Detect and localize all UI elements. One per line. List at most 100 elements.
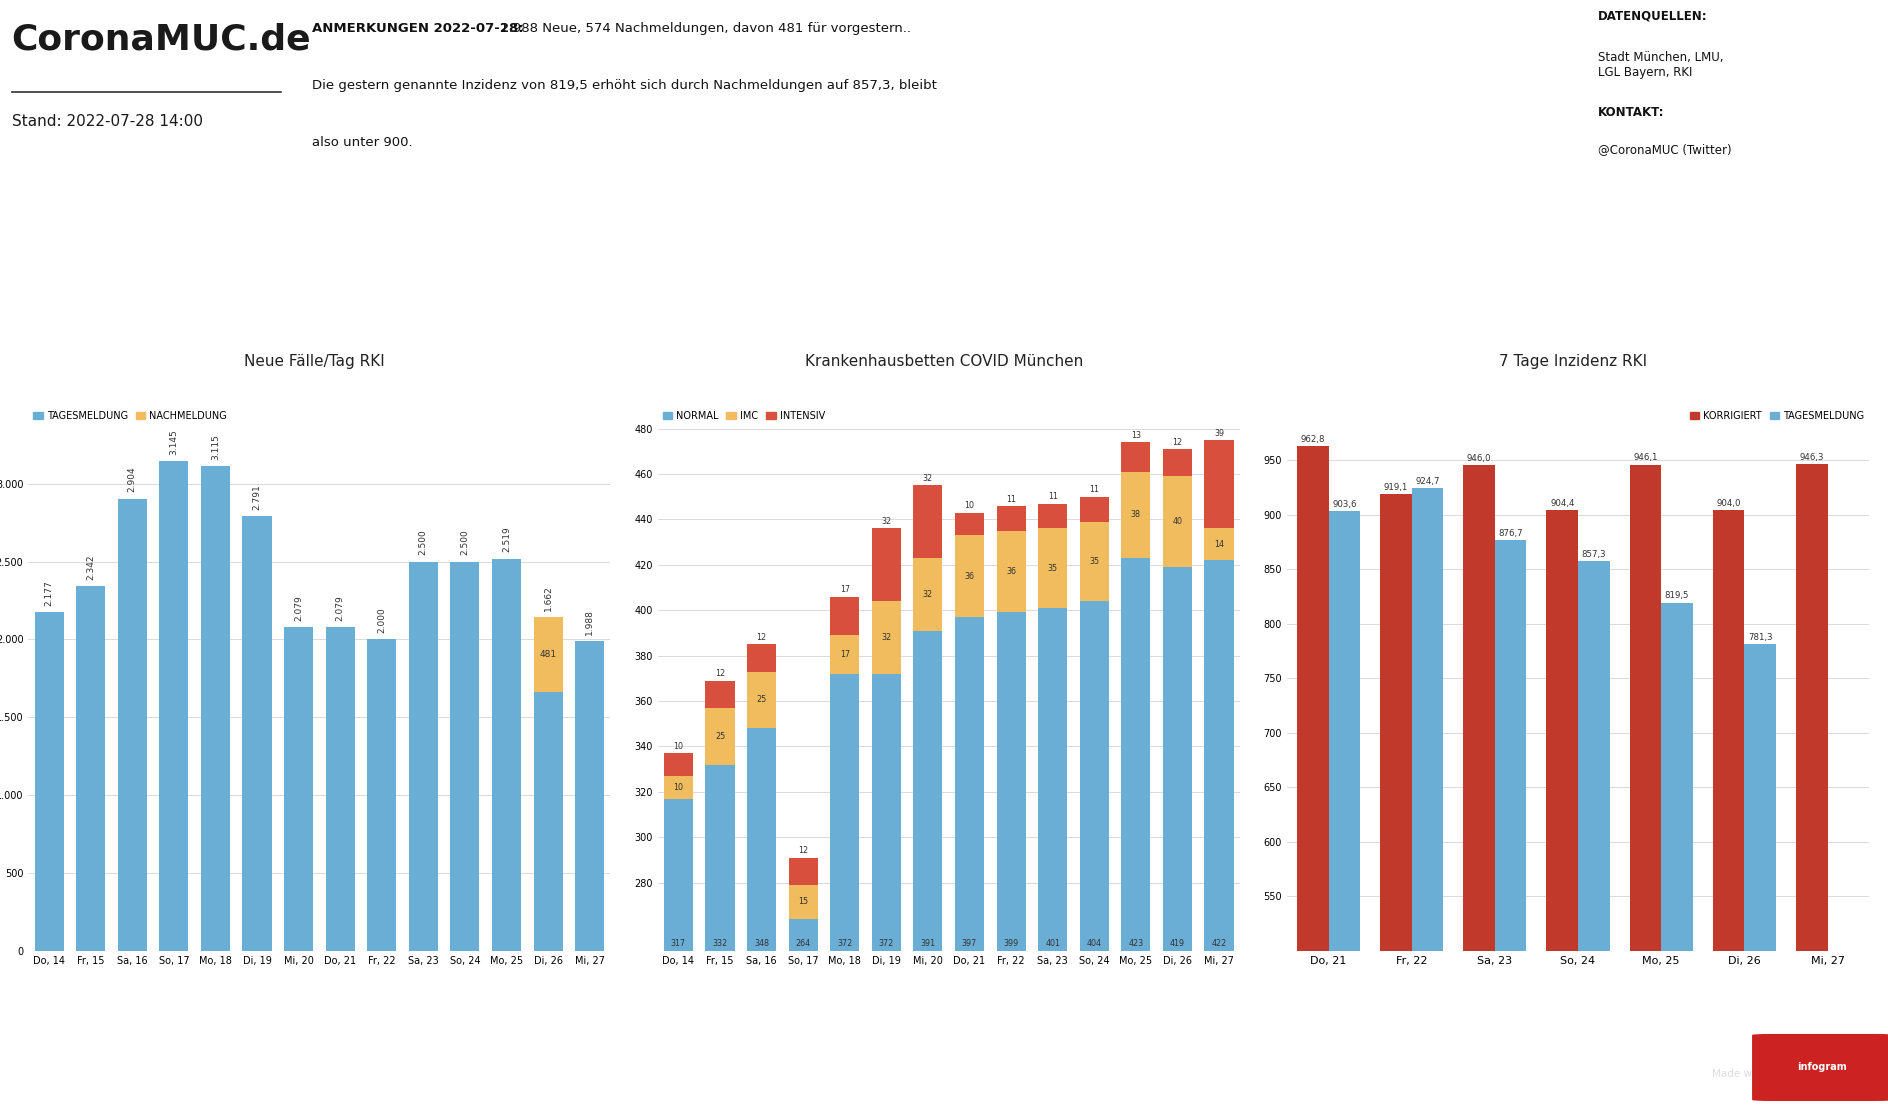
Bar bbox=[789, 885, 818, 919]
Bar bbox=[1038, 608, 1067, 1112]
Bar bbox=[34, 612, 64, 951]
Bar bbox=[451, 562, 480, 951]
Bar bbox=[1629, 465, 1661, 1112]
Legend: TAGESMELDUNG, NACHMELDUNG: TAGESMELDUNG, NACHMELDUNG bbox=[34, 410, 227, 420]
Text: 317: 317 bbox=[670, 940, 685, 949]
Text: 332: 332 bbox=[712, 940, 727, 949]
Text: 2.079: 2.079 bbox=[336, 595, 346, 620]
Bar bbox=[997, 613, 1025, 1112]
Text: Gesamt: 603.614: Gesamt: 603.614 bbox=[111, 305, 202, 315]
Text: 35: 35 bbox=[1048, 564, 1057, 573]
Text: 17: 17 bbox=[840, 585, 850, 594]
Text: 32: 32 bbox=[923, 589, 933, 599]
Text: 1.988: 1.988 bbox=[585, 609, 595, 635]
Bar bbox=[76, 586, 106, 951]
Text: Quelle: LMU: Quelle: LMU bbox=[1384, 305, 1448, 315]
Bar bbox=[1038, 528, 1067, 608]
Bar bbox=[706, 708, 734, 765]
Bar bbox=[831, 674, 859, 1112]
Text: 0,94: 0,94 bbox=[1378, 227, 1454, 256]
Bar bbox=[997, 530, 1025, 613]
Bar bbox=[1745, 644, 1777, 1112]
Text: 10: 10 bbox=[674, 742, 683, 751]
Text: 25: 25 bbox=[757, 695, 767, 704]
Bar bbox=[1297, 446, 1329, 1112]
Bar bbox=[242, 516, 272, 951]
Text: 11: 11 bbox=[1006, 495, 1016, 504]
Bar bbox=[1121, 558, 1150, 1112]
Bar bbox=[914, 631, 942, 1112]
Text: 2.000: 2.000 bbox=[378, 607, 387, 633]
Text: 2.177: 2.177 bbox=[45, 579, 53, 606]
Text: +2.549: +2.549 bbox=[96, 227, 219, 256]
Text: 423: 423 bbox=[1129, 940, 1144, 949]
Text: 348: 348 bbox=[753, 940, 768, 949]
Bar bbox=[872, 674, 901, 1112]
Bar bbox=[1546, 510, 1578, 1112]
Bar bbox=[1121, 443, 1150, 471]
Text: ANMERKUNGEN 2022-07-28:: ANMERKUNGEN 2022-07-28: bbox=[312, 22, 523, 34]
Bar bbox=[576, 642, 604, 951]
Text: 857,3: 857,3 bbox=[1582, 550, 1607, 559]
Text: 2.079: 2.079 bbox=[295, 595, 304, 620]
Text: 819,5: 819,5 bbox=[1665, 592, 1690, 600]
Text: 36: 36 bbox=[965, 572, 974, 580]
Bar bbox=[159, 461, 189, 951]
Bar bbox=[706, 765, 734, 1112]
Legend: KORRIGIERT, TAGESMELDUNG: KORRIGIERT, TAGESMELDUNG bbox=[1690, 410, 1863, 420]
Bar bbox=[1163, 449, 1191, 476]
Bar bbox=[706, 681, 734, 708]
Text: 38: 38 bbox=[1131, 510, 1140, 519]
Bar bbox=[534, 692, 563, 951]
Bar bbox=[1080, 522, 1108, 602]
Text: 419: 419 bbox=[1171, 940, 1186, 949]
Text: 36: 36 bbox=[1006, 567, 1016, 576]
Text: 10: 10 bbox=[674, 783, 683, 792]
Text: KRANKENHAUSBETTEN COVID: KRANKENHAUSBETTEN COVID bbox=[1014, 196, 1189, 206]
Text: 40: 40 bbox=[1172, 517, 1182, 526]
Text: infogram: infogram bbox=[1797, 1062, 1846, 1072]
Text: 404: 404 bbox=[1087, 940, 1103, 949]
Text: 15: 15 bbox=[799, 897, 808, 906]
Bar bbox=[789, 919, 818, 1112]
Text: 264: 264 bbox=[795, 940, 810, 949]
Bar bbox=[1038, 504, 1067, 528]
Bar bbox=[997, 506, 1025, 530]
Text: 481: 481 bbox=[540, 651, 557, 659]
Bar bbox=[283, 627, 313, 951]
Text: 391: 391 bbox=[919, 940, 935, 949]
Text: 12: 12 bbox=[1172, 438, 1182, 447]
Bar bbox=[1205, 440, 1233, 528]
Bar bbox=[534, 617, 563, 692]
Legend: NORMAL, IMC, INTENSIV: NORMAL, IMC, INTENSIV bbox=[663, 410, 825, 420]
Text: 2.500: 2.500 bbox=[461, 529, 470, 555]
Text: also unter 900.: also unter 900. bbox=[312, 136, 413, 149]
Text: 12: 12 bbox=[799, 846, 808, 855]
Text: CoronaMUC.de: CoronaMUC.de bbox=[11, 22, 312, 56]
Bar bbox=[410, 562, 438, 951]
Text: Stand: 2022-07-28 14:00: Stand: 2022-07-28 14:00 bbox=[11, 113, 202, 129]
Bar bbox=[1795, 465, 1828, 1112]
Text: 781,3: 781,3 bbox=[1748, 633, 1773, 642]
Text: Krankenhausbetten COVID München: Krankenhausbetten COVID München bbox=[804, 354, 1084, 369]
Text: Di-Sa, nicht nach
Feiertagen: Di-Sa, nicht nach Feiertagen bbox=[1686, 292, 1775, 315]
Text: 24.195: 24.195 bbox=[727, 227, 846, 256]
Bar bbox=[366, 639, 396, 951]
Text: 2.500: 2.500 bbox=[419, 529, 429, 555]
Text: Die gestern genannte Inzidenz von 819,5 erhöht sich durch Nachmeldungen auf 857,: Die gestern genannte Inzidenz von 819,5 … bbox=[312, 79, 936, 92]
Text: 35: 35 bbox=[1089, 557, 1099, 566]
Text: AKTUELL INFIZIERTE*: AKTUELL INFIZIERTE* bbox=[723, 196, 850, 206]
Text: @CoronaMUC (Twitter): @CoronaMUC (Twitter) bbox=[1597, 143, 1731, 156]
Text: NORMAL.       IMC       INTENSIV: NORMAL. IMC INTENSIV bbox=[1021, 305, 1182, 315]
Bar bbox=[1080, 602, 1108, 1112]
Text: 946,3: 946,3 bbox=[1799, 454, 1824, 463]
Text: 11: 11 bbox=[1089, 486, 1099, 495]
Text: 924,7: 924,7 bbox=[1416, 477, 1441, 486]
Text: 32: 32 bbox=[923, 474, 933, 483]
Text: 7 Tage Inzidenz RKI: 7 Tage Inzidenz RKI bbox=[1499, 354, 1648, 369]
Text: Made with: Made with bbox=[1712, 1069, 1765, 1079]
Text: 10: 10 bbox=[965, 502, 974, 510]
Text: TODESFÄLLE: TODESFÄLLE bbox=[436, 196, 508, 206]
Bar bbox=[1463, 465, 1495, 1112]
Text: REPRODUKTIONSWERT: REPRODUKTIONSWERT bbox=[1348, 196, 1484, 206]
